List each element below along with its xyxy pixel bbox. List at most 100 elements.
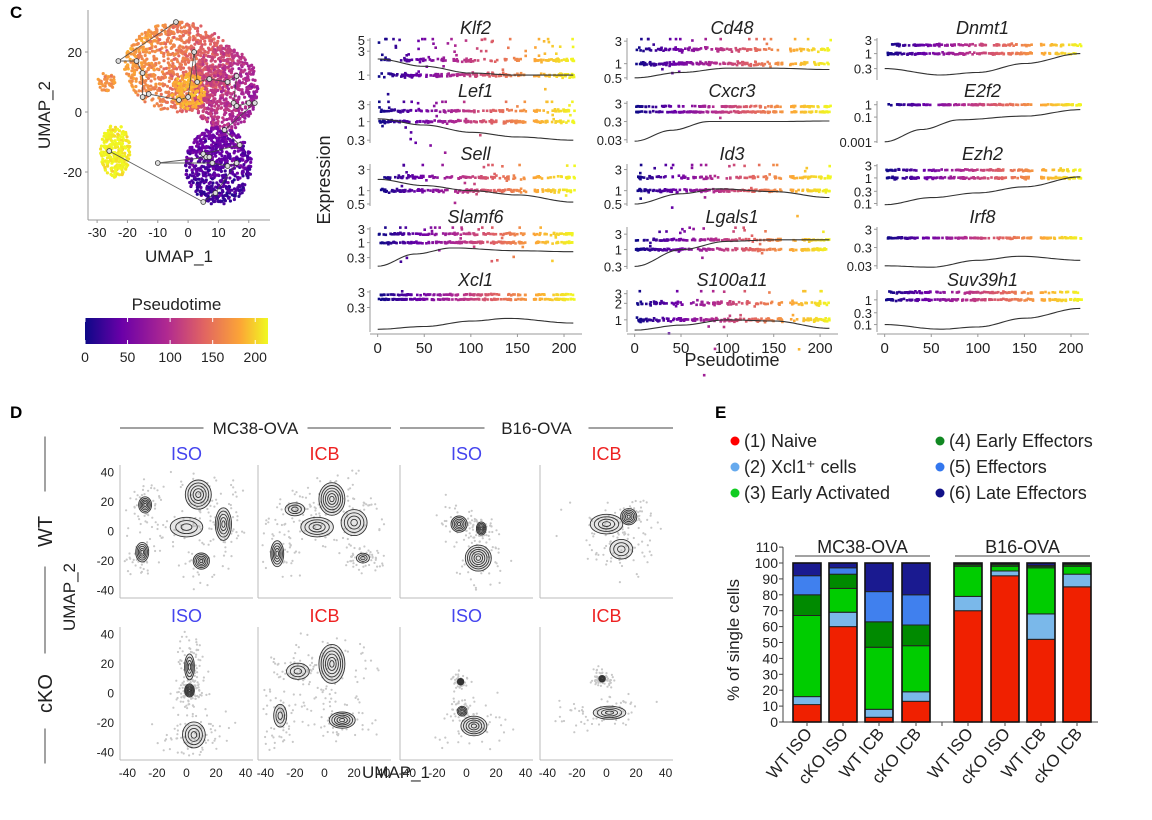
y-tick-label: 0.5 (604, 197, 622, 212)
cell-point (189, 183, 193, 187)
expression-point (462, 232, 466, 235)
expression-point (456, 118, 460, 122)
expression-point (688, 61, 691, 64)
cell-point (197, 183, 201, 187)
cell-point (208, 93, 212, 97)
cell-point (225, 150, 229, 154)
cell-point (168, 41, 173, 45)
cell-point (162, 25, 166, 29)
expression-point (554, 236, 558, 239)
expression-point (736, 48, 740, 52)
expression-point (773, 105, 777, 109)
expression-point (501, 165, 504, 168)
gene-title: Sell (460, 144, 491, 164)
expression-point (776, 48, 780, 52)
expression-point (566, 298, 570, 301)
cell-point (186, 106, 190, 111)
cell-point (165, 84, 170, 88)
cell-point (190, 179, 194, 183)
cell-point (236, 186, 240, 190)
cell-point (205, 72, 209, 76)
expression-point (427, 240, 430, 244)
expression-point (721, 111, 725, 114)
y-tick-label: 0.03 (597, 133, 622, 148)
cell-point (185, 84, 189, 89)
expression-point (799, 110, 803, 114)
expression-point (663, 61, 667, 65)
expression-point (750, 104, 753, 108)
cell-point (186, 72, 191, 76)
cell-point (99, 147, 103, 151)
expression-point (556, 175, 560, 178)
cell-point (161, 97, 165, 102)
expression-point (405, 73, 409, 77)
expression-point (416, 293, 419, 297)
cell-point (166, 50, 170, 54)
cell-point (200, 57, 204, 61)
cell-point (191, 99, 195, 103)
trajectory-node (212, 190, 219, 196)
cell-point (149, 84, 153, 88)
cell-point (227, 196, 231, 200)
cell-point (254, 96, 258, 100)
expression-point (445, 122, 449, 125)
expression-point (417, 189, 421, 192)
cell-point (237, 157, 241, 161)
cell-point (169, 73, 173, 77)
cell-point (187, 46, 191, 50)
expression-point (737, 105, 741, 108)
cell-point (131, 65, 135, 69)
expression-point (510, 189, 513, 193)
expression-point (688, 46, 691, 49)
cell-point (234, 134, 238, 138)
cell-point (220, 120, 224, 124)
expression-point (460, 73, 463, 76)
cell-point (223, 58, 227, 63)
cell-point (213, 104, 217, 108)
expression-point (442, 293, 446, 296)
cell-point (221, 85, 225, 90)
cell-point (196, 29, 200, 33)
cell-point (154, 85, 158, 89)
cell-point (152, 39, 156, 43)
expression-point (560, 59, 563, 62)
cell-point (251, 71, 255, 75)
trajectory-node (206, 76, 213, 82)
expression-point (797, 188, 800, 192)
expression-point (556, 241, 560, 244)
expression-point (710, 48, 713, 51)
expression-point (566, 59, 569, 62)
expression-point (707, 63, 710, 66)
cell-point (246, 110, 250, 114)
expression-point (381, 53, 384, 57)
cell-point (165, 100, 169, 104)
expression-point (768, 62, 771, 65)
expression-point (572, 59, 576, 63)
cell-points (96, 20, 260, 206)
cell-point (231, 114, 235, 118)
expression-point (549, 233, 553, 237)
trajectory-node (176, 97, 182, 103)
expression-point (405, 171, 408, 174)
expression-point (500, 236, 504, 240)
y-tick-label: 0.3 (347, 133, 365, 148)
cell-point (216, 74, 220, 78)
cell-point (189, 44, 193, 48)
cell-point (162, 51, 166, 56)
cell-point (235, 51, 239, 55)
panel-label-d: D (10, 403, 22, 422)
cell-point (228, 176, 232, 180)
cell-point (101, 84, 105, 88)
cell-point (225, 122, 230, 127)
cell-point (153, 77, 157, 81)
expression-point (519, 71, 523, 75)
cell-point (159, 65, 163, 69)
cell-point (136, 42, 140, 46)
cell-point (125, 155, 129, 159)
expression-point (430, 109, 434, 113)
trajectory-node (252, 100, 258, 106)
expression-point (691, 104, 694, 108)
expression-point (388, 72, 392, 76)
cell-point (103, 75, 107, 79)
cell-point (175, 27, 179, 32)
